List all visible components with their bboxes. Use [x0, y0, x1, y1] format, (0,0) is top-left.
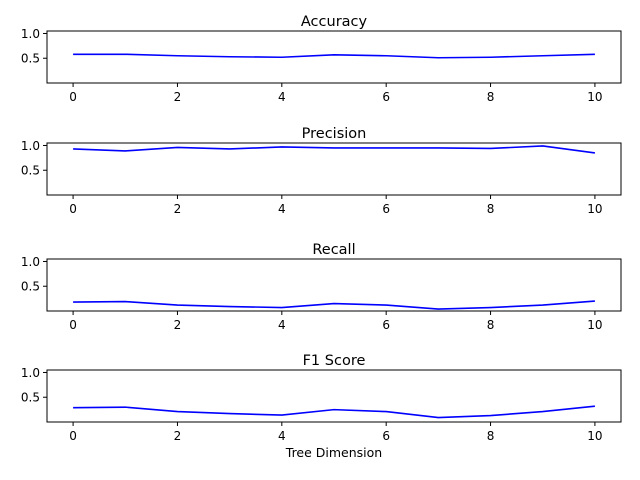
- x-tick-label: 10: [587, 429, 602, 443]
- x-tick-label: 10: [587, 202, 602, 216]
- series-line: [73, 300, 595, 310]
- plot-frame: [46, 258, 622, 312]
- x-tick-label: 2: [174, 318, 182, 332]
- x-tick-label: 8: [487, 318, 495, 332]
- subplot-4: F1 Score 0 2 4 6 8 10 0.5 1.0 Tree Dimension: [21, 353, 622, 460]
- x-tick-label: 8: [487, 202, 495, 216]
- x-tick-label: 8: [487, 90, 495, 104]
- x-tick-label: 0: [69, 429, 77, 443]
- y-tick-label: 1.0: [21, 27, 40, 41]
- x-tick-label: 2: [174, 429, 182, 443]
- y-tick-label: 0.5: [21, 280, 40, 294]
- series-line: [73, 145, 596, 154]
- plot-frame: [46, 369, 622, 423]
- x-tick-label: 10: [587, 318, 602, 332]
- subplot-2: Precision 0 2 4 6 8 10 0.5 1.0: [21, 126, 622, 216]
- x-tick-label: 6: [382, 202, 390, 216]
- subplot-title: Accuracy: [301, 14, 368, 30]
- y-tick-label: 0.5: [21, 391, 40, 405]
- x-axis-label: Tree Dimension: [285, 445, 382, 460]
- x-tick-label: 4: [278, 202, 286, 216]
- x-tick-label: 6: [382, 318, 390, 332]
- subplot-1: Accuracy 0 2 4 6 8 10 0.5 1.0: [21, 14, 622, 104]
- y-tick-label: 0.5: [21, 164, 40, 178]
- x-tick-label: 8: [487, 429, 495, 443]
- x-tick-label: 4: [278, 318, 286, 332]
- y-tick-label: 1.0: [21, 255, 40, 269]
- x-tick-label: 2: [174, 90, 182, 104]
- series-line: [73, 53, 595, 59]
- x-tick-label: 6: [382, 429, 390, 443]
- plot-frame: [46, 30, 622, 84]
- y-tick-label: 1.0: [21, 139, 40, 153]
- subplot-title: F1 Score: [303, 353, 366, 369]
- x-tick-label: 4: [278, 90, 286, 104]
- x-tick-label: 0: [69, 202, 77, 216]
- x-tick-label: 6: [382, 90, 390, 104]
- subplot-3: Recall 0 2 4 6 8 10 0.5 1.0: [21, 242, 622, 332]
- x-tick-label: 2: [174, 202, 182, 216]
- y-tick-label: 1.0: [21, 366, 40, 380]
- x-tick-label: 0: [69, 90, 77, 104]
- plot-frame: [46, 142, 622, 196]
- x-tick-label: 4: [278, 429, 286, 443]
- x-tick-label: 10: [587, 90, 602, 104]
- x-tick-label: 0: [69, 318, 77, 332]
- series-line: [73, 405, 595, 419]
- y-tick-label: 0.5: [21, 52, 40, 66]
- subplot-title: Recall: [312, 242, 355, 258]
- subplot-title: Precision: [302, 126, 367, 142]
